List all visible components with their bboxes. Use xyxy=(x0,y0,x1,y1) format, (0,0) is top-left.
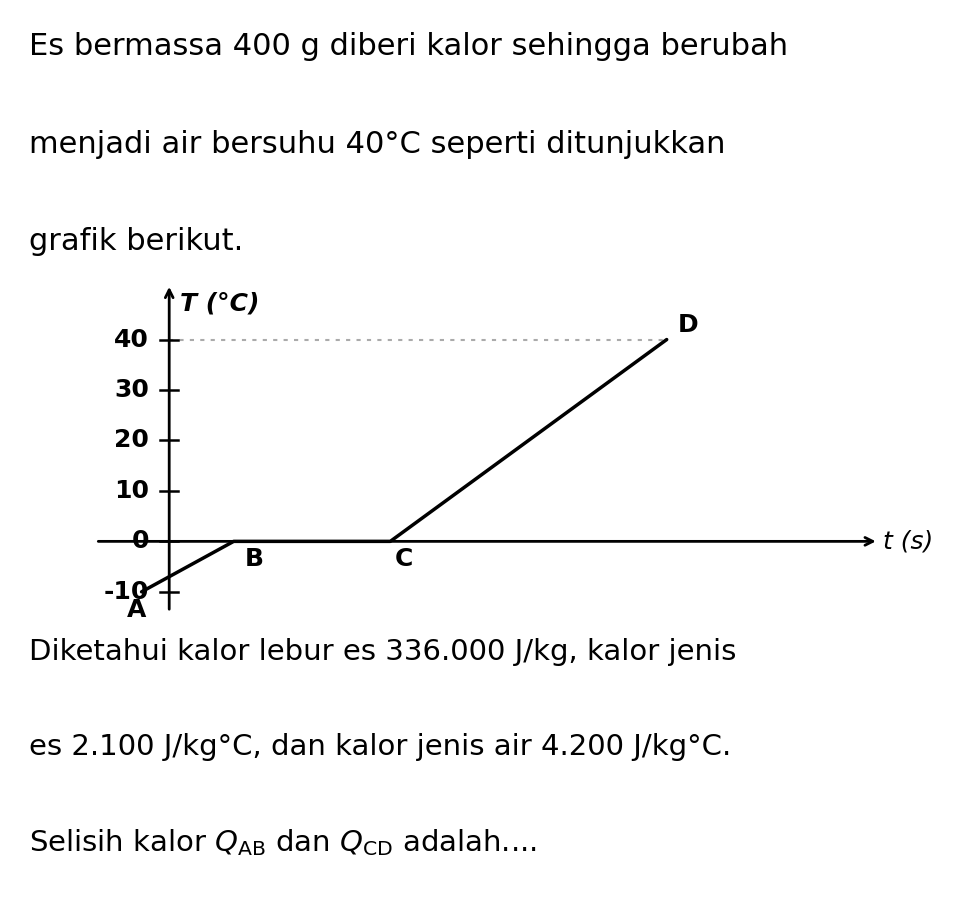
Text: Diketahui kalor lebur es 336.000 J/kg, kalor jenis: Diketahui kalor lebur es 336.000 J/kg, k… xyxy=(29,638,736,666)
Text: A: A xyxy=(127,598,147,622)
Text: Es bermassa 400 g diberi kalor sehingga berubah: Es bermassa 400 g diberi kalor sehingga … xyxy=(29,32,788,61)
Text: grafik berikut.: grafik berikut. xyxy=(29,227,243,256)
Text: t (s): t (s) xyxy=(883,529,933,554)
Text: menjadi air bersuhu 40°C seperti ditunjukkan: menjadi air bersuhu 40°C seperti ditunju… xyxy=(29,130,725,158)
Text: es 2.100 J/kg°C, dan kalor jenis air 4.200 J/kg°C.: es 2.100 J/kg°C, dan kalor jenis air 4.2… xyxy=(29,733,731,760)
Text: -10: -10 xyxy=(103,580,149,604)
Text: C: C xyxy=(395,547,414,572)
Text: D: D xyxy=(678,313,698,337)
Text: B: B xyxy=(244,547,264,572)
Text: 20: 20 xyxy=(114,428,149,453)
Text: 10: 10 xyxy=(114,479,149,503)
Text: 40: 40 xyxy=(114,328,149,352)
Text: Selisih kalor $Q_{\mathrm{AB}}$ dan $Q_{\mathrm{CD}}$ adalah....: Selisih kalor $Q_{\mathrm{AB}}$ dan $Q_{… xyxy=(29,827,537,858)
Text: 0: 0 xyxy=(132,529,149,554)
Text: 30: 30 xyxy=(114,378,149,402)
Text: T (°C): T (°C) xyxy=(180,292,260,316)
